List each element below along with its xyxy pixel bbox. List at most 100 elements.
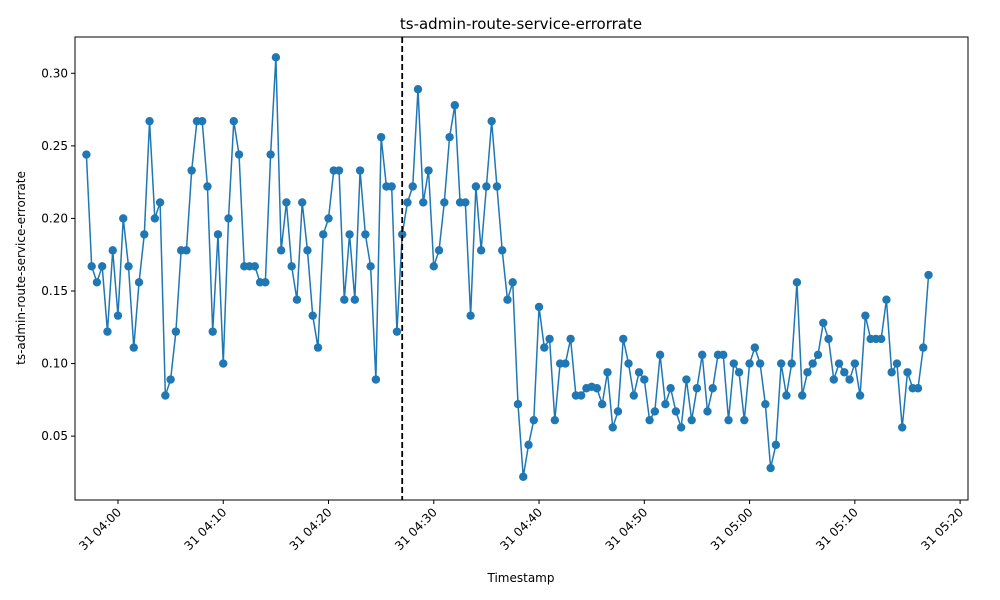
data-point — [608, 423, 617, 432]
data-point — [550, 415, 560, 425]
data-point — [650, 407, 660, 416]
data-point — [798, 391, 807, 400]
data-point — [150, 214, 160, 223]
data-point — [887, 368, 896, 377]
data-point — [892, 359, 902, 368]
data-point — [771, 440, 781, 450]
data-point — [861, 311, 870, 320]
data-point — [503, 295, 512, 304]
data-point — [129, 343, 138, 352]
data-point — [534, 302, 544, 312]
data-point — [519, 472, 528, 481]
x-tick-label: 31 04:30 — [392, 505, 440, 553]
data-point — [813, 350, 823, 360]
data-point — [508, 278, 517, 287]
x-tick-label: 31 05:00 — [708, 505, 756, 553]
data-point — [366, 262, 375, 271]
data-point — [787, 359, 796, 368]
data-point — [387, 182, 396, 191]
data-point — [392, 327, 402, 336]
data-point — [808, 359, 817, 368]
data-point — [108, 246, 117, 255]
data-point — [155, 198, 165, 207]
data-point — [429, 262, 438, 271]
data-point — [634, 368, 644, 377]
data-point — [676, 423, 686, 432]
data-point — [145, 116, 154, 126]
data-point — [119, 214, 128, 223]
data-point — [834, 359, 844, 368]
data-point — [319, 230, 328, 239]
data-point — [719, 350, 728, 360]
data-point — [97, 262, 107, 271]
axes-frame — [74, 36, 969, 501]
data-point — [308, 311, 317, 320]
data-point — [434, 246, 444, 255]
x-tick-label: 31 04:40 — [497, 505, 545, 553]
data-point — [513, 400, 523, 409]
data-point — [419, 198, 428, 207]
data-point — [529, 415, 538, 425]
data-point — [334, 166, 344, 175]
data-point — [413, 85, 423, 94]
data-point — [613, 407, 623, 416]
data-point — [592, 384, 602, 393]
data-point — [398, 230, 407, 239]
data-point — [345, 230, 354, 239]
data-point — [824, 334, 833, 344]
data-point — [524, 440, 533, 450]
data-point — [761, 400, 770, 409]
data-point — [261, 278, 270, 287]
data-point — [182, 246, 191, 255]
data-point — [755, 359, 765, 368]
data-point — [445, 132, 454, 142]
data-point — [198, 116, 207, 126]
data-point — [576, 391, 586, 400]
data-point — [161, 391, 170, 400]
data-point — [134, 278, 144, 287]
data-point — [492, 182, 502, 191]
data-point — [829, 375, 838, 384]
data-point — [92, 278, 102, 287]
data-point — [750, 343, 760, 352]
data-point — [171, 327, 181, 336]
data-point — [776, 359, 786, 368]
data-point — [461, 198, 470, 207]
x-axis-label: Timestamp — [487, 571, 555, 585]
data-point — [803, 368, 812, 377]
data-point — [376, 132, 386, 142]
data-point — [782, 391, 791, 400]
data-point — [561, 359, 570, 368]
data-point — [855, 391, 865, 400]
data-point — [313, 343, 323, 352]
data-point — [640, 375, 649, 384]
data-point — [819, 318, 828, 328]
data-point — [276, 246, 286, 255]
data-point — [208, 327, 217, 336]
data-point — [876, 334, 886, 344]
data-point — [466, 311, 475, 320]
data-point — [471, 182, 481, 191]
data-point — [882, 295, 891, 304]
data-point — [898, 423, 907, 432]
data-point — [440, 198, 449, 207]
data-point — [919, 343, 928, 352]
chart-title: ts-admin-route-service-errorrate — [400, 15, 642, 33]
data-point — [566, 334, 575, 344]
data-point — [187, 166, 196, 175]
data-point — [708, 384, 717, 393]
data-point — [703, 407, 712, 416]
data-point — [292, 295, 302, 304]
data-point — [692, 384, 702, 393]
data-point — [840, 368, 849, 377]
y-tick-label: 0.30 — [41, 66, 68, 80]
x-tick-label: 31 05:10 — [813, 505, 861, 553]
data-point — [913, 384, 923, 393]
data-point — [340, 295, 349, 304]
data-point — [740, 415, 749, 425]
data-point — [850, 359, 860, 368]
data-point — [671, 407, 681, 416]
data-point — [355, 166, 365, 175]
data-point — [666, 384, 675, 393]
data-point — [603, 368, 612, 377]
